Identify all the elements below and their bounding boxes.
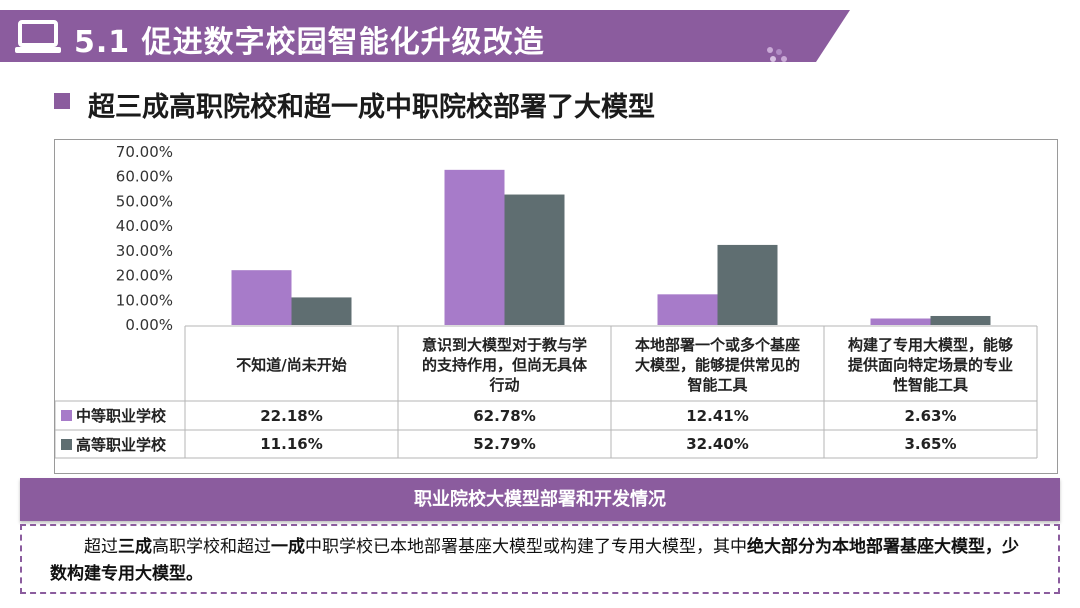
y-tick-label: 70.00% bbox=[116, 143, 173, 161]
bar-higher-vocational bbox=[717, 244, 778, 325]
summary-text: 高职学校和超过 bbox=[152, 537, 271, 557]
summary-text: 中职学校已本地部署基座大模型或构建了专用大模型，其中 bbox=[305, 537, 747, 557]
category-label: 不知道/尚未开始 bbox=[236, 355, 347, 374]
data-value-label: 62.78% bbox=[473, 406, 536, 425]
y-tick-label: 10.00% bbox=[116, 291, 173, 309]
summary-box: 超过三成高职学校和超过一成中职学校已本地部署基座大模型或构建了专用大模型，其中绝… bbox=[20, 524, 1060, 594]
bar-secondary-school bbox=[657, 294, 718, 325]
y-tick-label: 20.00% bbox=[116, 267, 173, 285]
section-banner: 职业院校大模型部署和开发情况 bbox=[20, 478, 1060, 521]
y-tick-label: 30.00% bbox=[116, 242, 173, 260]
category-label: 意识到大模型对于教与学 的支持作用，但尚无具体 行动 bbox=[421, 335, 587, 394]
bar-secondary-school bbox=[444, 169, 505, 325]
bar-higher-vocational bbox=[930, 315, 991, 325]
data-value-label: 22.18% bbox=[260, 406, 323, 425]
bar-higher-vocational bbox=[291, 297, 352, 325]
y-tick-label: 40.00% bbox=[116, 217, 173, 235]
bar-chart: 0.00% 10.00% 20.00% 30.00% 40.00% 50.00% 60.00… bbox=[55, 143, 1038, 459]
y-tick-label: 60.00% bbox=[116, 168, 173, 186]
y-tick-label: 50.00% bbox=[116, 192, 173, 210]
header-band bbox=[0, 10, 850, 62]
slide-header: 5.1 促进数字校园智能化升级改造 bbox=[0, 0, 850, 70]
laptop-icon bbox=[15, 20, 61, 53]
category-label: 构建了专用大模型，能够 提供面向特定场景的专业 性智能工具 bbox=[847, 335, 1013, 394]
data-value-label: 3.65% bbox=[904, 435, 957, 453]
summary-emphasis: 绝大部分为本地部署基座大模型，少数构建专用大模型。 bbox=[50, 537, 1019, 584]
bar-secondary-school bbox=[231, 270, 292, 325]
y-tick-label: 0.00% bbox=[125, 316, 173, 334]
banner-text: 职业院校大模型部署和开发情况 bbox=[414, 489, 666, 510]
data-value-label: 11.16% bbox=[260, 435, 323, 453]
subtitle: 超三成高职院校和超一成中职院校部署了大模型 bbox=[88, 92, 655, 123]
data-value-label: 32.40% bbox=[686, 435, 749, 453]
chart-panel: 0.00% 10.00% 20.00% 30.00% 40.00% 50.00% 60.00… bbox=[54, 139, 1058, 474]
data-value-label: 12.41% bbox=[686, 406, 749, 425]
bar-higher-vocational bbox=[504, 194, 565, 325]
header-title: 5.1 促进数字校园智能化升级改造 bbox=[74, 25, 545, 60]
legend-swatch bbox=[61, 410, 72, 421]
legend-swatch bbox=[61, 438, 72, 450]
summary-text: 超过 bbox=[84, 537, 118, 557]
subtitle-bullet-icon bbox=[54, 93, 70, 109]
decorative-ornament-icon bbox=[767, 47, 787, 62]
series-legend-label: 高等职业学校 bbox=[61, 430, 166, 458]
series-legend-label: 中等职业学校 bbox=[61, 401, 166, 430]
data-value-label: 52.79% bbox=[473, 435, 536, 453]
summary-emphasis: 三成 bbox=[118, 537, 152, 557]
category-label: 本地部署一个或多个基座 大模型，能够提供常见的 智能工具 bbox=[634, 335, 800, 394]
bar-secondary-school bbox=[870, 318, 931, 325]
data-value-label: 2.63% bbox=[904, 406, 957, 425]
summary-emphasis: 一成 bbox=[271, 537, 305, 557]
